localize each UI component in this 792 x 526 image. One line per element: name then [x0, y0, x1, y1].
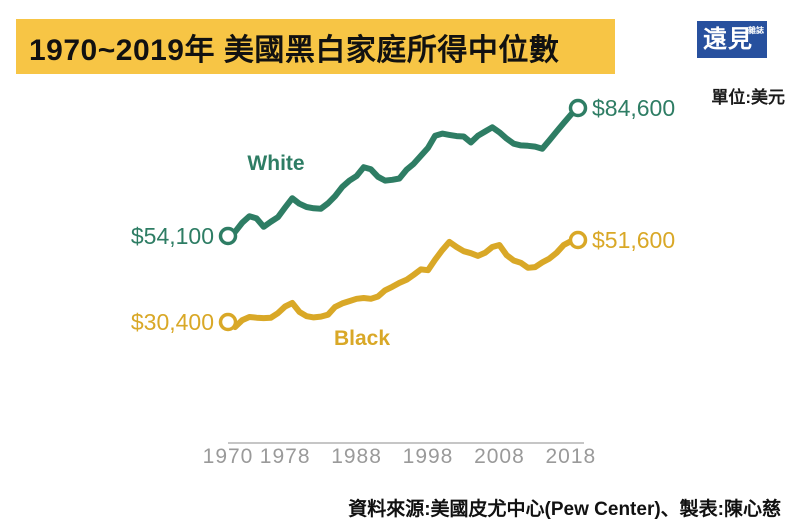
- black-end-value-label: $51,600: [592, 227, 675, 253]
- magazine-logo: 遠見 雜誌: [697, 21, 767, 58]
- x-tick-1988: 1988: [331, 445, 382, 468]
- unit-label: 單位:美元: [711, 88, 785, 107]
- black-end-marker: [568, 230, 588, 250]
- x-tick-1998: 1998: [403, 445, 454, 468]
- x-tick-1970: 1970: [203, 445, 254, 468]
- x-tick-2018: 2018: [545, 445, 596, 468]
- white-end-marker: [568, 98, 588, 118]
- black-start-marker: [218, 312, 238, 332]
- black-start-value-label: $30,400: [131, 309, 214, 335]
- page-title: 1970~2019年 美國黑白家庭所得中位數: [29, 33, 560, 67]
- logo-main-text: 遠見: [703, 24, 753, 53]
- source-note: 資料來源:美國皮尤中心(Pew Center)、製表:陳心慈: [348, 499, 781, 520]
- black-series-label: Black: [334, 327, 390, 350]
- white-start-marker: [218, 226, 238, 246]
- title-bar: 1970~2019年 美國黑白家庭所得中位數: [16, 19, 615, 74]
- white-end-value-label: $84,600: [592, 95, 675, 121]
- white-line: [225, 105, 581, 239]
- white-start-value-label: $54,100: [131, 223, 214, 249]
- white-series-label: White: [247, 152, 304, 175]
- black-line: [225, 237, 581, 330]
- x-tick-2008: 2008: [474, 445, 525, 468]
- logo-sub-text: 雜誌: [748, 25, 764, 35]
- x-tick-1978: 1978: [260, 445, 311, 468]
